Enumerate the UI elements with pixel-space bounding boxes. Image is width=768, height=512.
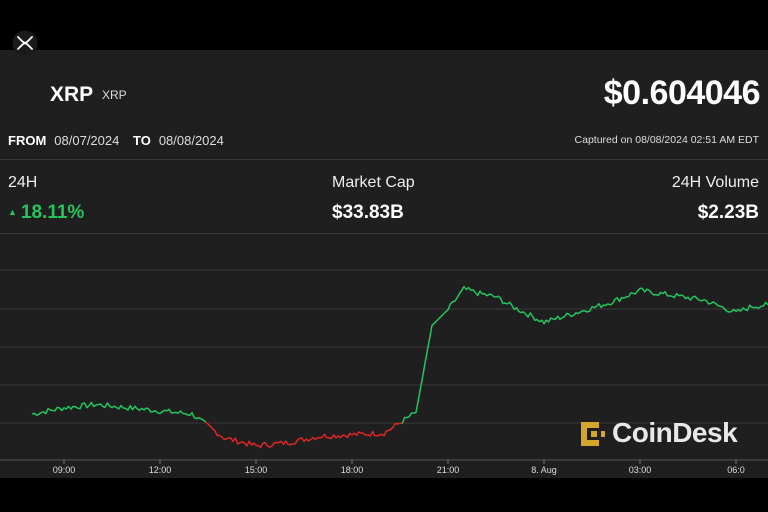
market-cap-value: $33.83B [332,202,404,223]
change-value-text: 18.11% [20,202,85,223]
from-label: FROM [8,133,47,148]
from-date: 08/07/2024 [54,133,120,148]
to-date: 08/08/2024 [158,133,224,148]
x-tick-label: 09:00 [53,465,76,475]
triangle-up-icon: ▲ [8,207,17,217]
date-range: FROM 08/07/2024 TO 08/08/2024 [8,133,234,148]
xrp-logo-icon [12,30,38,56]
price-line-up [31,401,207,423]
price-line-down [205,421,403,449]
coindesk-logo-icon [577,418,609,450]
change-value: ▲ 18.11% [8,202,84,224]
change-label: 24H [8,174,38,191]
price-line-up [401,285,768,424]
coin-symbol: XRP [102,88,127,102]
coin-name: XRP [50,83,94,106]
captured-timestamp: Captured on 08/08/2024 02:51 AM EDT [574,134,759,146]
watermark-text: CoinDesk [612,417,738,448]
x-tick-label: 15:00 [245,465,268,475]
market-cap-label: Market Cap [332,174,415,191]
x-tick-label: 8. Aug [531,465,557,475]
to-label: TO [132,133,151,148]
volume-value: $2.23B [697,202,759,223]
divider [0,233,768,234]
divider [0,159,768,160]
x-tick-label: 18:00 [341,465,364,475]
x-tick-label: 21:00 [437,465,460,475]
x-tick-label: 12:00 [149,465,172,475]
x-tick-label: 06:0 [727,465,745,475]
current-price: $0.604046 [603,74,761,112]
price-widget [0,50,768,478]
volume-label: 24H Volume [671,174,759,191]
x-tick-label: 03:00 [629,465,652,475]
